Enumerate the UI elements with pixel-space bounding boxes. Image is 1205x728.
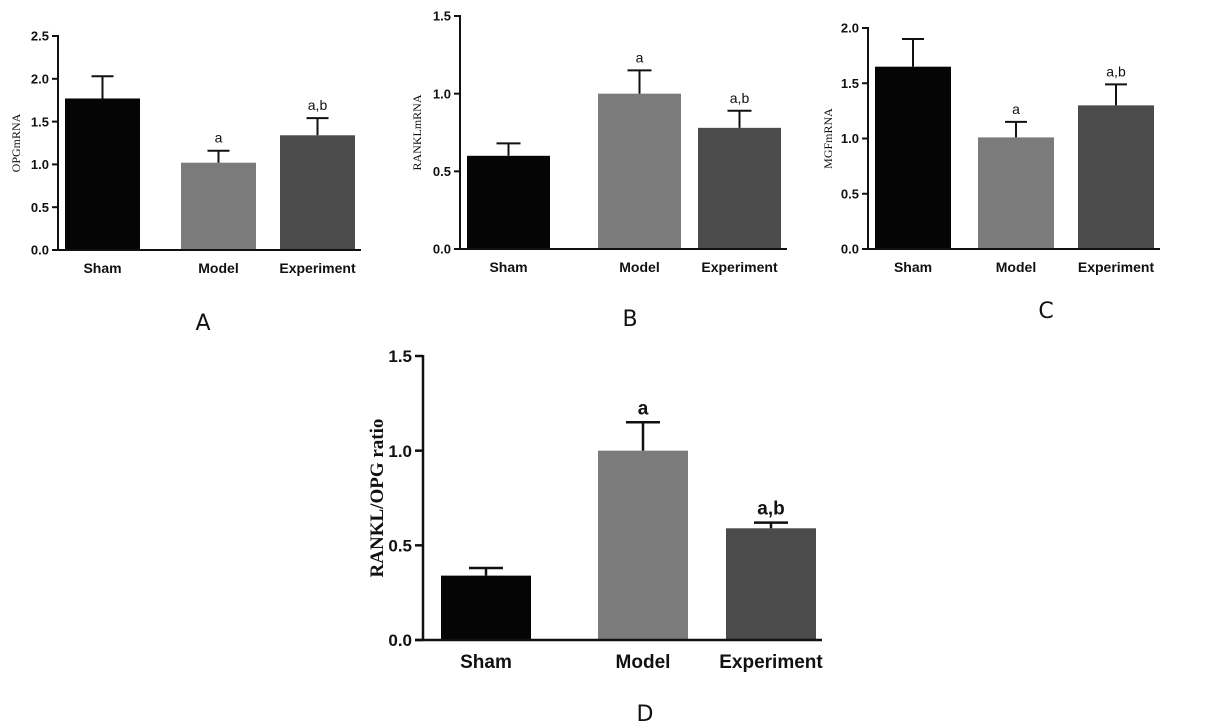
category-label-model: Model bbox=[996, 259, 1036, 275]
panel-label: B bbox=[622, 307, 637, 332]
bar-experiment bbox=[698, 127, 781, 249]
bar-model bbox=[181, 162, 256, 250]
panel-label: D bbox=[637, 702, 654, 727]
y-tick-label: 1.0 bbox=[433, 86, 451, 101]
significance-label: a,b bbox=[730, 90, 750, 106]
y-axis-label: RANKLmRNA bbox=[410, 94, 424, 170]
y-tick-label: 0.0 bbox=[433, 242, 451, 257]
bar-model bbox=[598, 93, 681, 250]
bar-experiment bbox=[280, 135, 355, 250]
bar-sham bbox=[467, 155, 550, 249]
significance-label: a bbox=[1012, 101, 1020, 117]
y-tick-label: 1.5 bbox=[388, 347, 412, 366]
panel-label: C bbox=[1038, 299, 1053, 324]
category-label-experiment: Experiment bbox=[719, 652, 823, 673]
chart-panel-a: Sham a Model a,b Experiment 0.0 0.5 1.0 1.5 2.0 2.… bbox=[9, 29, 361, 336]
chart-panel-d: Sham a Model a,b Experiment 0.0 0.5 1.0 1.5 RANKL… bbox=[367, 347, 823, 727]
category-label-model: Model bbox=[619, 259, 659, 275]
y-tick-label: 2.5 bbox=[31, 29, 49, 44]
bar-sham bbox=[441, 575, 531, 640]
y-tick-label: 1.5 bbox=[433, 9, 451, 24]
chart-panel-b: Sham a Model a,b Experiment 0.0 0.5 1.0 1.5 RANKL… bbox=[410, 9, 787, 332]
y-tick-label: 0.5 bbox=[388, 536, 412, 555]
y-tick-label: 1.5 bbox=[31, 114, 49, 129]
bar-sham bbox=[875, 66, 951, 249]
category-label-experiment: Experiment bbox=[701, 259, 778, 275]
bar-experiment bbox=[726, 528, 816, 640]
y-tick-label: 0.5 bbox=[433, 164, 451, 179]
y-tick-label: 0.0 bbox=[31, 243, 49, 258]
category-label-model: Model bbox=[198, 260, 238, 276]
significance-label: a,b bbox=[308, 97, 328, 113]
y-tick-label: 0.0 bbox=[388, 631, 412, 650]
chart-panel-c: Sham a Model a,b Experiment 0.0 0.5 1.0 1.5 2.0 MG… bbox=[821, 21, 1160, 324]
bar-model bbox=[598, 450, 688, 640]
category-label-sham: Sham bbox=[489, 259, 527, 275]
significance-label: a bbox=[638, 398, 649, 419]
category-label-sham: Sham bbox=[460, 652, 512, 673]
significance-label: a bbox=[636, 49, 644, 65]
y-tick-label: 1.0 bbox=[31, 157, 49, 172]
category-label-experiment: Experiment bbox=[279, 260, 356, 276]
y-tick-label: 0.5 bbox=[841, 186, 859, 201]
category-label-sham: Sham bbox=[83, 260, 121, 276]
panel-label: A bbox=[195, 311, 210, 336]
y-tick-label: 0.5 bbox=[31, 200, 49, 215]
category-label-model: Model bbox=[616, 652, 671, 673]
y-tick-label: 2.0 bbox=[841, 21, 859, 36]
y-tick-label: 2.0 bbox=[31, 71, 49, 86]
category-label-sham: Sham bbox=[894, 259, 932, 275]
significance-label: a bbox=[215, 130, 223, 146]
significance-label: a,b bbox=[757, 499, 784, 520]
y-axis-label: RANKL/OPG ratio bbox=[367, 419, 388, 578]
y-axis-label: OPGmRNA bbox=[9, 113, 23, 172]
y-axis-label: MGFmRNA bbox=[821, 108, 835, 169]
y-tick-label: 1.0 bbox=[388, 442, 412, 461]
bar-sham bbox=[65, 98, 140, 250]
y-tick-label: 1.0 bbox=[841, 131, 859, 146]
bar-model bbox=[978, 137, 1054, 249]
significance-label: a,b bbox=[1106, 63, 1126, 79]
y-tick-label: 0.0 bbox=[841, 242, 859, 257]
category-label-experiment: Experiment bbox=[1078, 259, 1155, 275]
y-tick-label: 1.5 bbox=[841, 76, 859, 91]
bar-experiment bbox=[1078, 105, 1154, 249]
